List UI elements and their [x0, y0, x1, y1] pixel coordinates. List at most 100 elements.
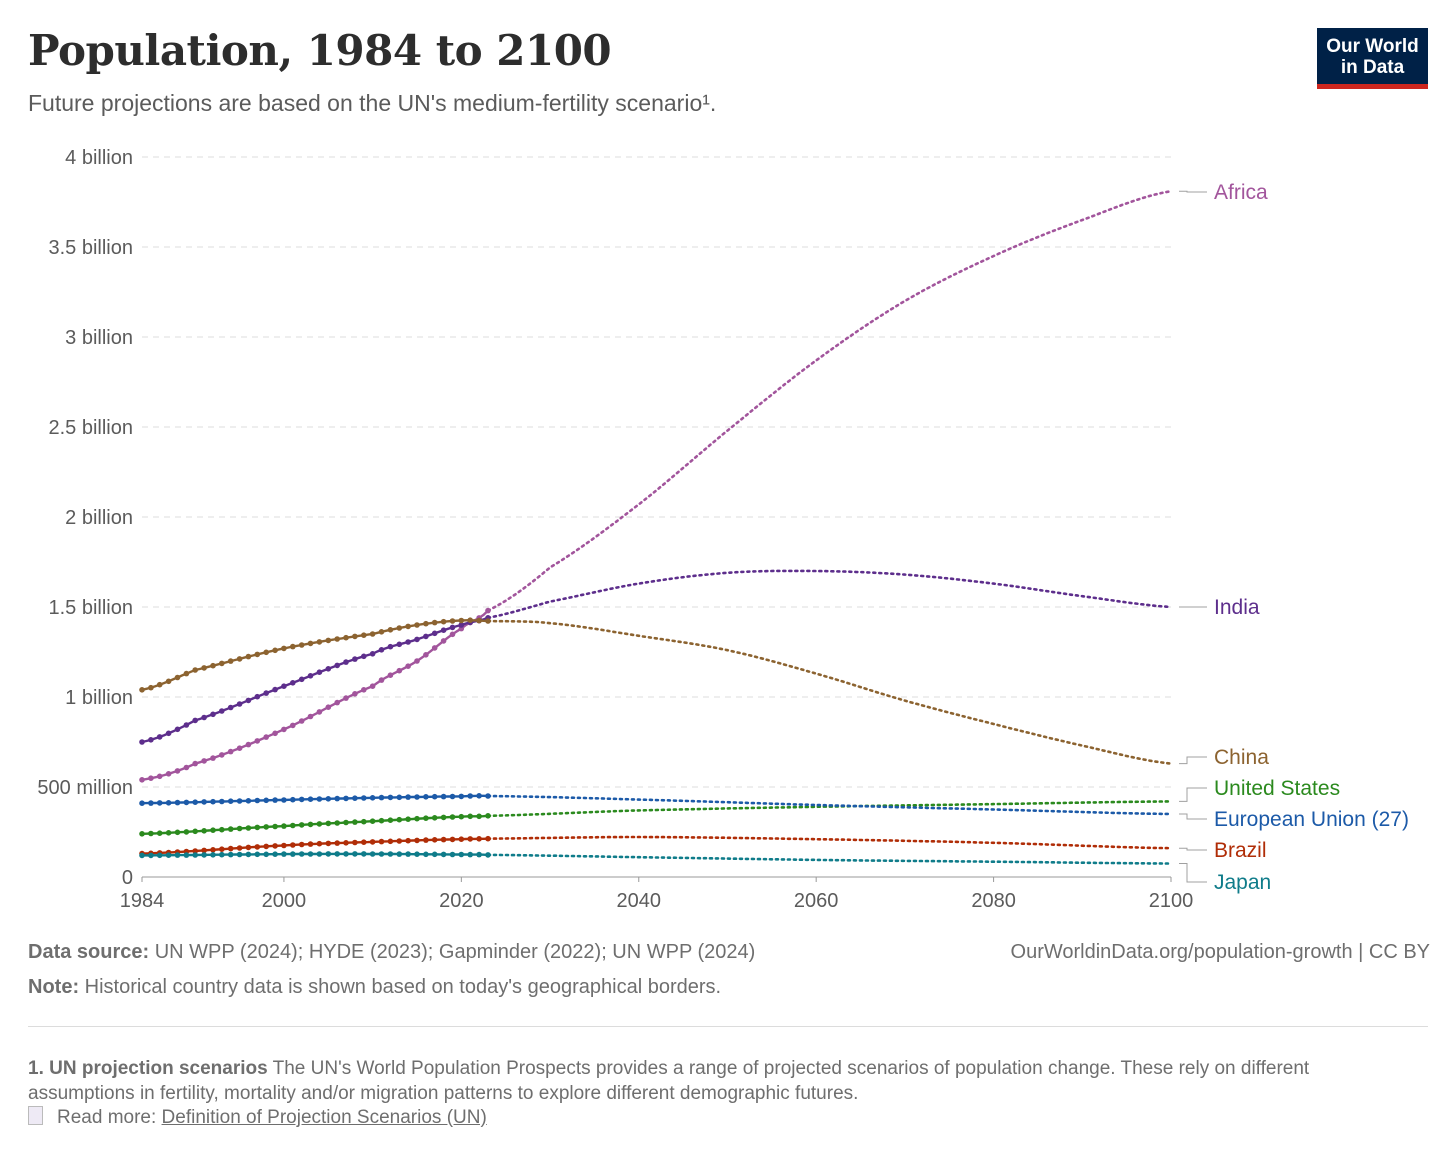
series-label-brazil: Brazil	[1214, 839, 1267, 862]
y-tick-label: 500 million	[37, 777, 133, 799]
series-projection-japan	[486, 853, 1173, 865]
data-point-india	[174, 726, 181, 733]
label-connector-united-states	[1179, 787, 1207, 802]
data-point-brazil	[263, 843, 270, 850]
data-point-india	[263, 690, 270, 696]
data-point-africa	[263, 734, 270, 740]
data-point-china	[440, 618, 447, 625]
data-point-china	[210, 662, 216, 669]
data-point-africa	[148, 775, 154, 781]
data-point-brazil	[431, 837, 438, 843]
data-point-european-union-27	[298, 796, 305, 803]
data-point-india	[165, 730, 172, 737]
data-point-united-states	[174, 829, 181, 836]
line-chart: 0 500 million 1 billion 1.5 billion 2 billio…	[37, 147, 1409, 912]
data-point-united-states	[290, 822, 296, 829]
data-point-africa	[307, 713, 314, 720]
data-point-china	[245, 653, 252, 660]
note-text: Historical country data is shown based o…	[79, 976, 722, 998]
data-point-brazil	[307, 841, 314, 847]
data-point-united-states	[219, 826, 225, 833]
data-point-united-states	[227, 826, 234, 832]
data-point-brazil	[423, 837, 429, 843]
data-point-india	[183, 722, 190, 728]
data-point-european-union-27	[431, 793, 438, 800]
data-point-china	[219, 660, 225, 667]
data-point-european-union-27	[316, 796, 323, 802]
data-point-china	[343, 634, 349, 641]
data-point-africa	[210, 755, 216, 761]
series-label-china: China	[1214, 746, 1269, 769]
data-point-china	[201, 665, 207, 671]
data-point-japan	[245, 851, 252, 858]
logo-line-2: in Data	[1340, 57, 1405, 78]
data-point-china	[476, 617, 482, 624]
data-point-united-states	[183, 829, 190, 835]
data-point-japan	[458, 851, 465, 858]
data-point-india	[272, 686, 278, 693]
data-point-china	[263, 649, 270, 656]
data-point-india	[156, 734, 163, 740]
data-point-india	[369, 651, 376, 657]
data-point-united-states	[440, 814, 447, 821]
chart-subtitle: Future projections are based on the UN's…	[28, 90, 717, 116]
data-point-united-states	[449, 814, 456, 820]
data-point-japan	[387, 851, 394, 857]
data-point-brazil	[449, 836, 456, 843]
data-point-brazil	[219, 846, 225, 852]
data-point-european-union-27	[156, 800, 163, 806]
data-point-india	[298, 676, 305, 683]
data-point-africa	[334, 699, 341, 706]
owid-logo[interactable]: Our World in Data	[1317, 28, 1428, 89]
data-point-brazil	[378, 838, 385, 845]
data-point-africa	[378, 677, 385, 683]
data-point-africa	[281, 726, 287, 733]
series-label-united-states: United States	[1214, 777, 1340, 800]
x-tick-label: 2020	[439, 890, 484, 912]
data-point-united-states	[476, 813, 482, 820]
data-point-brazil	[405, 837, 411, 844]
data-point-european-union-27	[210, 798, 216, 805]
label-connector-africa	[1179, 190, 1207, 193]
read-more: Read more: Definition of Projection Scen…	[28, 1106, 487, 1129]
data-point-united-states	[192, 828, 198, 835]
data-point-japan	[440, 851, 447, 858]
data-point-united-states	[281, 823, 287, 829]
source-url[interactable]: OurWorldinData.org/population-growth | C…	[1010, 941, 1430, 963]
series-line-china	[141, 618, 489, 691]
data-point-india	[352, 656, 358, 662]
data-point-united-states	[396, 816, 403, 823]
data-point-india	[361, 653, 367, 660]
label-connector-japan	[1179, 863, 1207, 883]
data-point-european-union-27	[165, 800, 172, 806]
data-point-european-union-27	[245, 798, 252, 804]
series-line-japan	[142, 852, 489, 857]
data-point-africa	[414, 658, 420, 664]
label-connector-brazil	[1179, 847, 1207, 851]
data-point-european-union-27	[423, 794, 429, 800]
data-point-brazil	[290, 842, 296, 848]
data-source-text: UN WPP (2024); HYDE (2023); Gapminder (2…	[149, 941, 756, 963]
data-point-africa	[325, 704, 332, 710]
read-more-link[interactable]: Definition of Projection Scenarios (UN)	[161, 1107, 487, 1128]
data-point-japan	[378, 851, 385, 857]
data-point-africa	[290, 722, 296, 729]
data-point-united-states	[254, 824, 261, 831]
data-point-africa	[156, 773, 163, 780]
data-point-africa	[201, 758, 207, 764]
data-point-european-union-27	[343, 795, 349, 802]
chart-title: Population, 1984 to 2100	[28, 26, 612, 75]
data-point-brazil	[334, 840, 341, 846]
read-more-label: Read more:	[57, 1107, 162, 1128]
data-point-japan	[343, 851, 349, 857]
series-projection-china	[486, 619, 1173, 765]
data-point-united-states	[369, 818, 376, 824]
series-line-united-states	[141, 814, 489, 835]
data-point-china	[369, 631, 376, 637]
data-point-european-union-27	[290, 796, 296, 803]
data-point-india	[227, 704, 234, 711]
data-point-european-union-27	[236, 798, 243, 804]
data-point-africa	[449, 631, 456, 638]
chart-note: Note: Historical country data is shown b…	[28, 976, 721, 999]
data-point-india	[387, 643, 394, 650]
